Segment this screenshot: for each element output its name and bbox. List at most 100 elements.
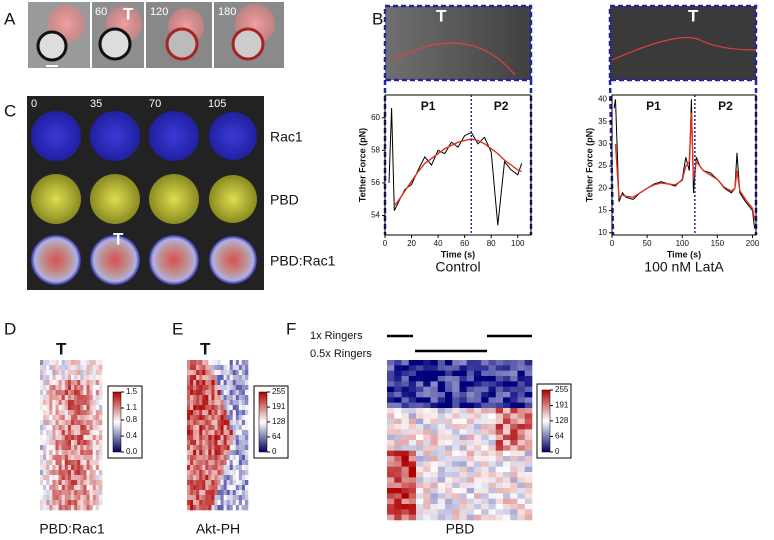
heatmap-cell [481, 461, 489, 467]
heatmap-cell [193, 505, 197, 511]
heatmap-cell [495, 365, 504, 371]
heatmap-cell [232, 375, 237, 381]
heatmap-cell [202, 425, 206, 431]
heatmap-cell [86, 395, 90, 401]
heatmap-cell [430, 477, 439, 483]
heatmap-cell [95, 495, 100, 501]
heatmap-cell [232, 485, 237, 491]
heatmap-cell [394, 488, 402, 494]
heatmap-cell [238, 420, 243, 426]
heatmap-cell [423, 456, 431, 462]
heatmap-cell [80, 500, 84, 506]
heatmap-cell [55, 430, 59, 436]
heatmap-cell [52, 500, 56, 506]
chart-caption: 100 nM LatA [644, 259, 724, 275]
heatmap-cell [401, 397, 410, 403]
heatmap-cell [67, 440, 72, 446]
heatmap-cell [40, 420, 44, 426]
heatmap-cell [510, 418, 518, 425]
heatmap-cell [495, 509, 504, 515]
heatmap-cell [214, 465, 218, 471]
heatmap-cell [95, 360, 100, 366]
heatmap-cell [208, 425, 212, 431]
heatmap-cell [474, 392, 482, 398]
heatmap-cell [430, 472, 439, 478]
heatmap-cell [223, 445, 227, 451]
heatmap-cell [196, 465, 200, 471]
heatmap-cell [55, 425, 59, 431]
heatmap-cell [445, 429, 453, 435]
heatmap-cell [49, 405, 53, 411]
heatmap-cell [49, 380, 53, 386]
x-axis-label: Time (s) [667, 249, 701, 259]
heatmap-cell [430, 504, 439, 510]
heatmap-cell [474, 450, 482, 457]
heatmap-cell [190, 395, 194, 401]
heatmap-cell [58, 505, 62, 511]
heatmap-cell [46, 430, 50, 436]
heatmap-cell [495, 498, 504, 505]
heatmap-cell [43, 405, 47, 411]
heatmap-cell [226, 455, 230, 461]
heatmap-cell [46, 435, 50, 441]
heatmap-cell [58, 420, 62, 426]
heatmap-cell [437, 493, 446, 499]
heatmap-cell [474, 498, 482, 505]
heatmap-cell [241, 365, 246, 371]
heatmap-cell [77, 475, 81, 481]
heatmap-cell [58, 400, 62, 406]
heatmap-cell [524, 488, 533, 494]
heatmap-cell [43, 480, 47, 486]
marker: T [123, 4, 134, 23]
heatmap-cell [64, 450, 69, 456]
heatmap-cell [416, 498, 424, 505]
heatmap-cell [430, 488, 439, 494]
heatmap-cell [437, 397, 446, 403]
heatmap-cell [95, 380, 100, 386]
heatmap-cell [211, 370, 215, 376]
heatmap-cell [466, 461, 475, 467]
heatmap-cell [401, 504, 410, 510]
heatmap-cell [524, 493, 533, 499]
heatmap-cell [452, 381, 460, 387]
heatmap-cell [98, 410, 103, 416]
heatmap-cell [401, 456, 410, 462]
heatmap-cell [517, 365, 526, 371]
heatmap-cell [238, 455, 243, 461]
heatmap-cell [235, 450, 240, 456]
heatmap-cell [423, 402, 431, 409]
heatmap-cell [517, 440, 526, 446]
heatmap-cell [238, 375, 243, 381]
heatmap-cell [452, 445, 460, 451]
heatmap-cell [199, 360, 203, 366]
heatmap-cell [187, 370, 191, 376]
heatmap-cell [49, 360, 53, 366]
heatmap-cell [61, 380, 66, 386]
heatmap-cell [52, 445, 56, 451]
heatmap-cell [58, 395, 62, 401]
heatmap-cell [510, 493, 518, 499]
heatmap-cell [187, 450, 191, 456]
heatmap-cell [387, 504, 395, 510]
heatmap-cell [214, 375, 218, 381]
heatmap-cell [98, 460, 103, 466]
heatmap-cell [74, 465, 78, 471]
heatmap-cell [40, 395, 44, 401]
heatmap-cell [95, 400, 100, 406]
heatmap-cell [241, 415, 246, 421]
heatmap-cell [481, 365, 489, 371]
heatmap-cell [517, 477, 526, 483]
heatmap-cell [229, 400, 234, 406]
heatmap-cell [52, 505, 56, 511]
heatmap-cell [503, 408, 511, 414]
heatmap-cell [205, 475, 209, 481]
colorbar-tick-label: 128 [555, 416, 569, 425]
heatmap-cell [241, 425, 246, 431]
heatmap-cell [423, 445, 431, 451]
heatmap-cell [49, 430, 53, 436]
heatmap-cell [437, 440, 446, 446]
heatmap-cell [452, 461, 460, 467]
heatmap-cell [43, 425, 47, 431]
heatmap-cell [524, 472, 533, 478]
